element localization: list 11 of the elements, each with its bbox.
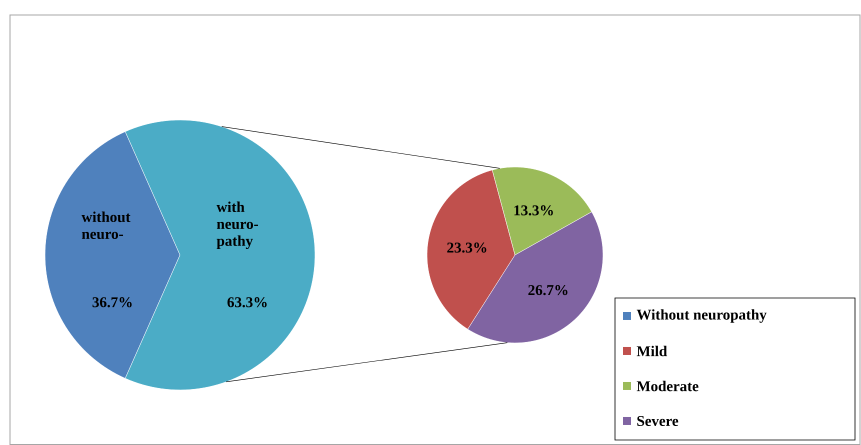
legend-label: Severe	[637, 416, 678, 426]
legend-label: Moderate	[636, 380, 698, 392]
data-label: 23.3%	[447, 242, 486, 253]
data-label: 26.7%	[528, 285, 568, 296]
data-label: 63.3%	[227, 297, 267, 308]
legend-label: Mild	[636, 346, 668, 356]
legend-label: Without neuropathy	[636, 309, 767, 323]
slice-label: without neuro-	[82, 212, 130, 240]
data-label: 36.7%	[92, 297, 132, 308]
data-label: 13.3%	[514, 205, 553, 216]
slice-label: with neuro-pathy	[216, 202, 258, 250]
